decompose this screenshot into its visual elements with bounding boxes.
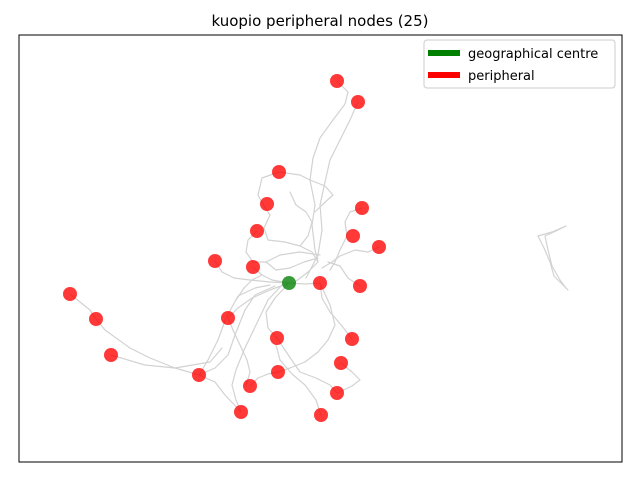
legend: geographical centre peripheral (423, 39, 616, 89)
peripheral-node-5 (355, 201, 369, 215)
peripheral-node-9 (208, 254, 222, 268)
network-path (336, 362, 361, 394)
network-path (544, 225, 567, 289)
peripheral-node-11 (313, 276, 327, 290)
legend-label-peripheral: peripheral (468, 69, 535, 84)
axes-frame (18, 34, 623, 463)
network-path (214, 260, 290, 284)
network-path (276, 337, 338, 394)
peripheral-node-7 (346, 229, 360, 243)
legend-box (423, 39, 616, 89)
network-path (227, 282, 290, 319)
peripheral-node-18 (104, 348, 118, 362)
chart-title: kuopio peripheral nodes (25) (212, 12, 429, 30)
peripheral-node-14 (89, 312, 103, 326)
network-path (235, 274, 263, 301)
peripheral-node-20 (271, 365, 285, 379)
network-path (252, 266, 321, 285)
network-path (231, 284, 283, 413)
peripheral-node-12 (353, 279, 367, 293)
network-path (537, 225, 569, 291)
chart-points (63, 74, 386, 422)
road-network (69, 80, 569, 416)
peripheral-node-23 (330, 386, 344, 400)
network-path (257, 171, 319, 263)
peripheral-node-13 (63, 287, 77, 301)
peripheral-node-6 (250, 224, 264, 238)
peripheral-node-16 (270, 331, 284, 345)
peripheral-node-17 (345, 332, 359, 346)
network-path (289, 191, 313, 247)
peripheral-node-2 (351, 95, 365, 109)
peripheral-node-8 (372, 240, 386, 254)
peripheral-node-4 (260, 197, 274, 211)
network-path (198, 374, 242, 413)
peripheral-node-10 (246, 260, 260, 274)
network-path (110, 347, 223, 369)
network-path (245, 230, 321, 263)
network-path (275, 344, 322, 416)
peripheral-node-24 (234, 405, 248, 419)
peripheral-node-1 (330, 74, 344, 88)
peripheral-node-21 (192, 368, 206, 382)
plot-area (18, 34, 623, 463)
peripheral-node-3 (272, 165, 286, 179)
peripheral-node-22 (243, 379, 257, 393)
network-path (277, 282, 336, 373)
network-path (305, 101, 359, 279)
network-path (319, 282, 353, 340)
centre-node-1 (282, 276, 296, 290)
network-path (265, 282, 290, 339)
peripheral-node-25 (314, 408, 328, 422)
peripheral-node-19 (334, 356, 348, 370)
peripheral-node-15 (221, 311, 235, 325)
legend-label-centre: geographical centre (468, 47, 598, 62)
network-path (278, 171, 334, 213)
network-path (265, 257, 319, 271)
network-path (327, 261, 361, 287)
